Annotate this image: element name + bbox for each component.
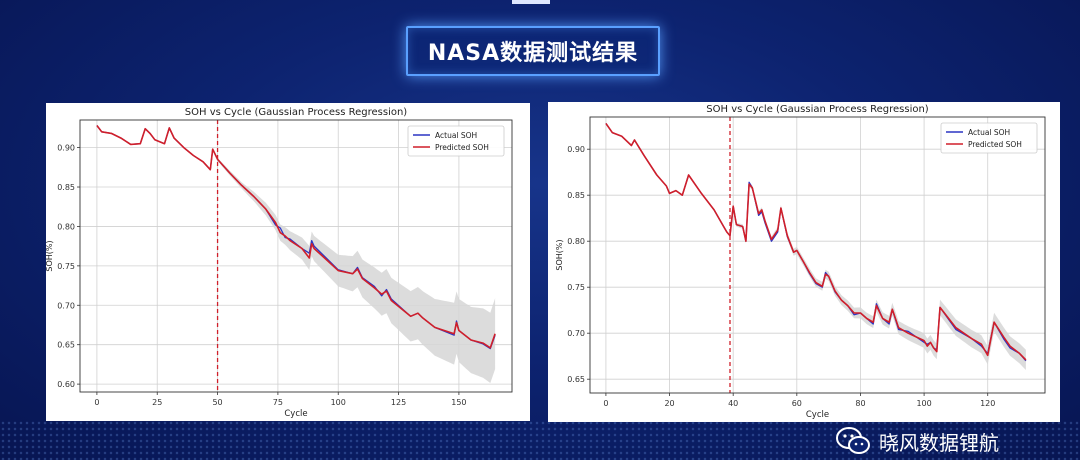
- predicted-soh-line: [605, 122, 1027, 361]
- x-tick-label: 50: [212, 398, 222, 407]
- y-tick-label: 0.60: [57, 380, 75, 389]
- chart-panel-right: SOH vs Cycle (Gaussian Process Regressio…: [548, 102, 1060, 422]
- y-tick-label: 0.70: [567, 329, 585, 338]
- slide-title-box: NASA数据测试结果: [406, 26, 660, 76]
- y-tick-label: 0.80: [57, 222, 75, 231]
- y-tick-label: 0.80: [567, 237, 585, 246]
- watermark-text: 晓风数据锂航: [879, 430, 999, 455]
- x-tick-label: 40: [728, 399, 738, 408]
- y-tick-label: 0.85: [57, 183, 75, 192]
- x-tick-label: 75: [273, 398, 283, 407]
- x-tick-label: 20: [664, 399, 674, 408]
- legend-label: Actual SOH: [435, 131, 477, 140]
- y-axis-label: SOH(%): [46, 240, 54, 271]
- x-tick-label: 25: [152, 398, 162, 407]
- y-axis-label: SOH(%): [555, 239, 564, 270]
- x-tick-label: 80: [855, 399, 865, 408]
- y-tick-label: 0.65: [57, 341, 75, 350]
- x-tick-label: 100: [331, 398, 346, 407]
- chart-left: SOH vs Cycle (Gaussian Process Regressio…: [46, 107, 513, 419]
- y-tick-label: 0.90: [57, 144, 75, 153]
- x-tick-label: 0: [603, 399, 608, 408]
- chart-panel-left: SOH vs Cycle (Gaussian Process Regressio…: [46, 103, 530, 421]
- y-tick-label: 0.75: [567, 283, 585, 292]
- legend-label: Actual SOH: [968, 128, 1010, 137]
- x-axis-label: Cycle: [284, 409, 307, 419]
- chart-title: SOH vs Cycle (Gaussian Process Regressio…: [185, 107, 408, 118]
- watermark: 晓风数据锂航: [835, 426, 999, 456]
- x-tick-label: 120: [980, 399, 995, 408]
- chart-right: SOH vs Cycle (Gaussian Process Regressio…: [555, 104, 1046, 420]
- x-tick-label: 150: [451, 398, 466, 407]
- y-tick-label: 0.90: [567, 145, 585, 154]
- wechat-icon: [836, 427, 870, 454]
- y-tick-label: 0.75: [57, 262, 75, 271]
- x-tick-label: 100: [916, 399, 931, 408]
- legend-box: [407, 125, 505, 157]
- y-tick-label: 0.70: [57, 301, 75, 310]
- background-dot-pattern: [0, 420, 1080, 460]
- x-tick-label: 125: [391, 398, 406, 407]
- predicted-soh-line: [96, 125, 496, 349]
- legend-box: [940, 122, 1038, 154]
- confidence-band: [730, 181, 1026, 370]
- y-tick-label: 0.65: [567, 375, 585, 384]
- legend-label: Predicted SOH: [968, 140, 1022, 149]
- x-axis-label: Cycle: [806, 410, 829, 420]
- chart-title: SOH vs Cycle (Gaussian Process Regressio…: [706, 104, 929, 115]
- top-accent-bar: [512, 0, 550, 4]
- legend-label: Predicted SOH: [435, 143, 489, 152]
- x-tick-label: 0: [94, 398, 99, 407]
- plot-frame: [589, 116, 1046, 394]
- slide-title: NASA数据测试结果: [427, 41, 639, 66]
- x-tick-label: 60: [792, 399, 802, 408]
- plot-frame: [79, 119, 513, 393]
- y-tick-label: 0.85: [567, 191, 585, 200]
